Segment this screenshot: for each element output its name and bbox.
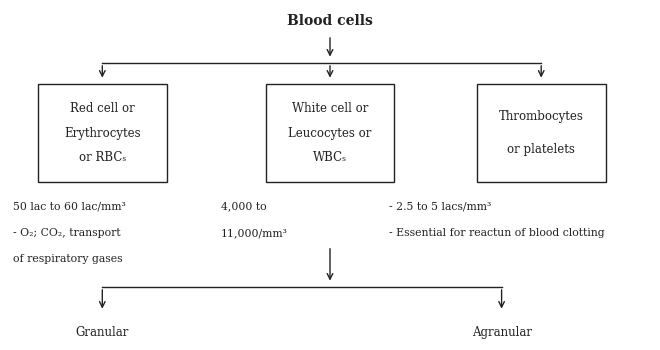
Text: 50 lac to 60 lac/mm³: 50 lac to 60 lac/mm³	[13, 202, 126, 211]
Text: Granular: Granular	[76, 326, 129, 339]
FancyBboxPatch shape	[38, 84, 166, 182]
Text: - O₂; CO₂, transport: - O₂; CO₂, transport	[13, 228, 121, 238]
Text: Erythrocytes: Erythrocytes	[64, 126, 141, 140]
Text: 11,000/mm³: 11,000/mm³	[221, 228, 288, 238]
Text: Leucocytes or: Leucocytes or	[288, 126, 372, 140]
Text: Blood cells: Blood cells	[287, 14, 373, 28]
Text: Red cell or: Red cell or	[70, 102, 135, 115]
Text: Thrombocytes: Thrombocytes	[499, 110, 583, 123]
Text: Agranular: Agranular	[472, 326, 531, 339]
Text: or RBCₛ: or RBCₛ	[79, 151, 126, 164]
Text: - 2.5 to 5 lacs/mm³: - 2.5 to 5 lacs/mm³	[389, 202, 492, 211]
FancyBboxPatch shape	[265, 84, 395, 182]
Text: of respiratory gases: of respiratory gases	[13, 254, 123, 264]
FancyBboxPatch shape	[477, 84, 606, 182]
Text: - Essential for reactun of blood clotting: - Essential for reactun of blood clottin…	[389, 228, 605, 238]
Text: WBCₛ: WBCₛ	[313, 151, 347, 164]
Text: White cell or: White cell or	[292, 102, 368, 115]
Text: or platelets: or platelets	[508, 143, 575, 156]
Text: 4,000 to: 4,000 to	[221, 202, 267, 211]
